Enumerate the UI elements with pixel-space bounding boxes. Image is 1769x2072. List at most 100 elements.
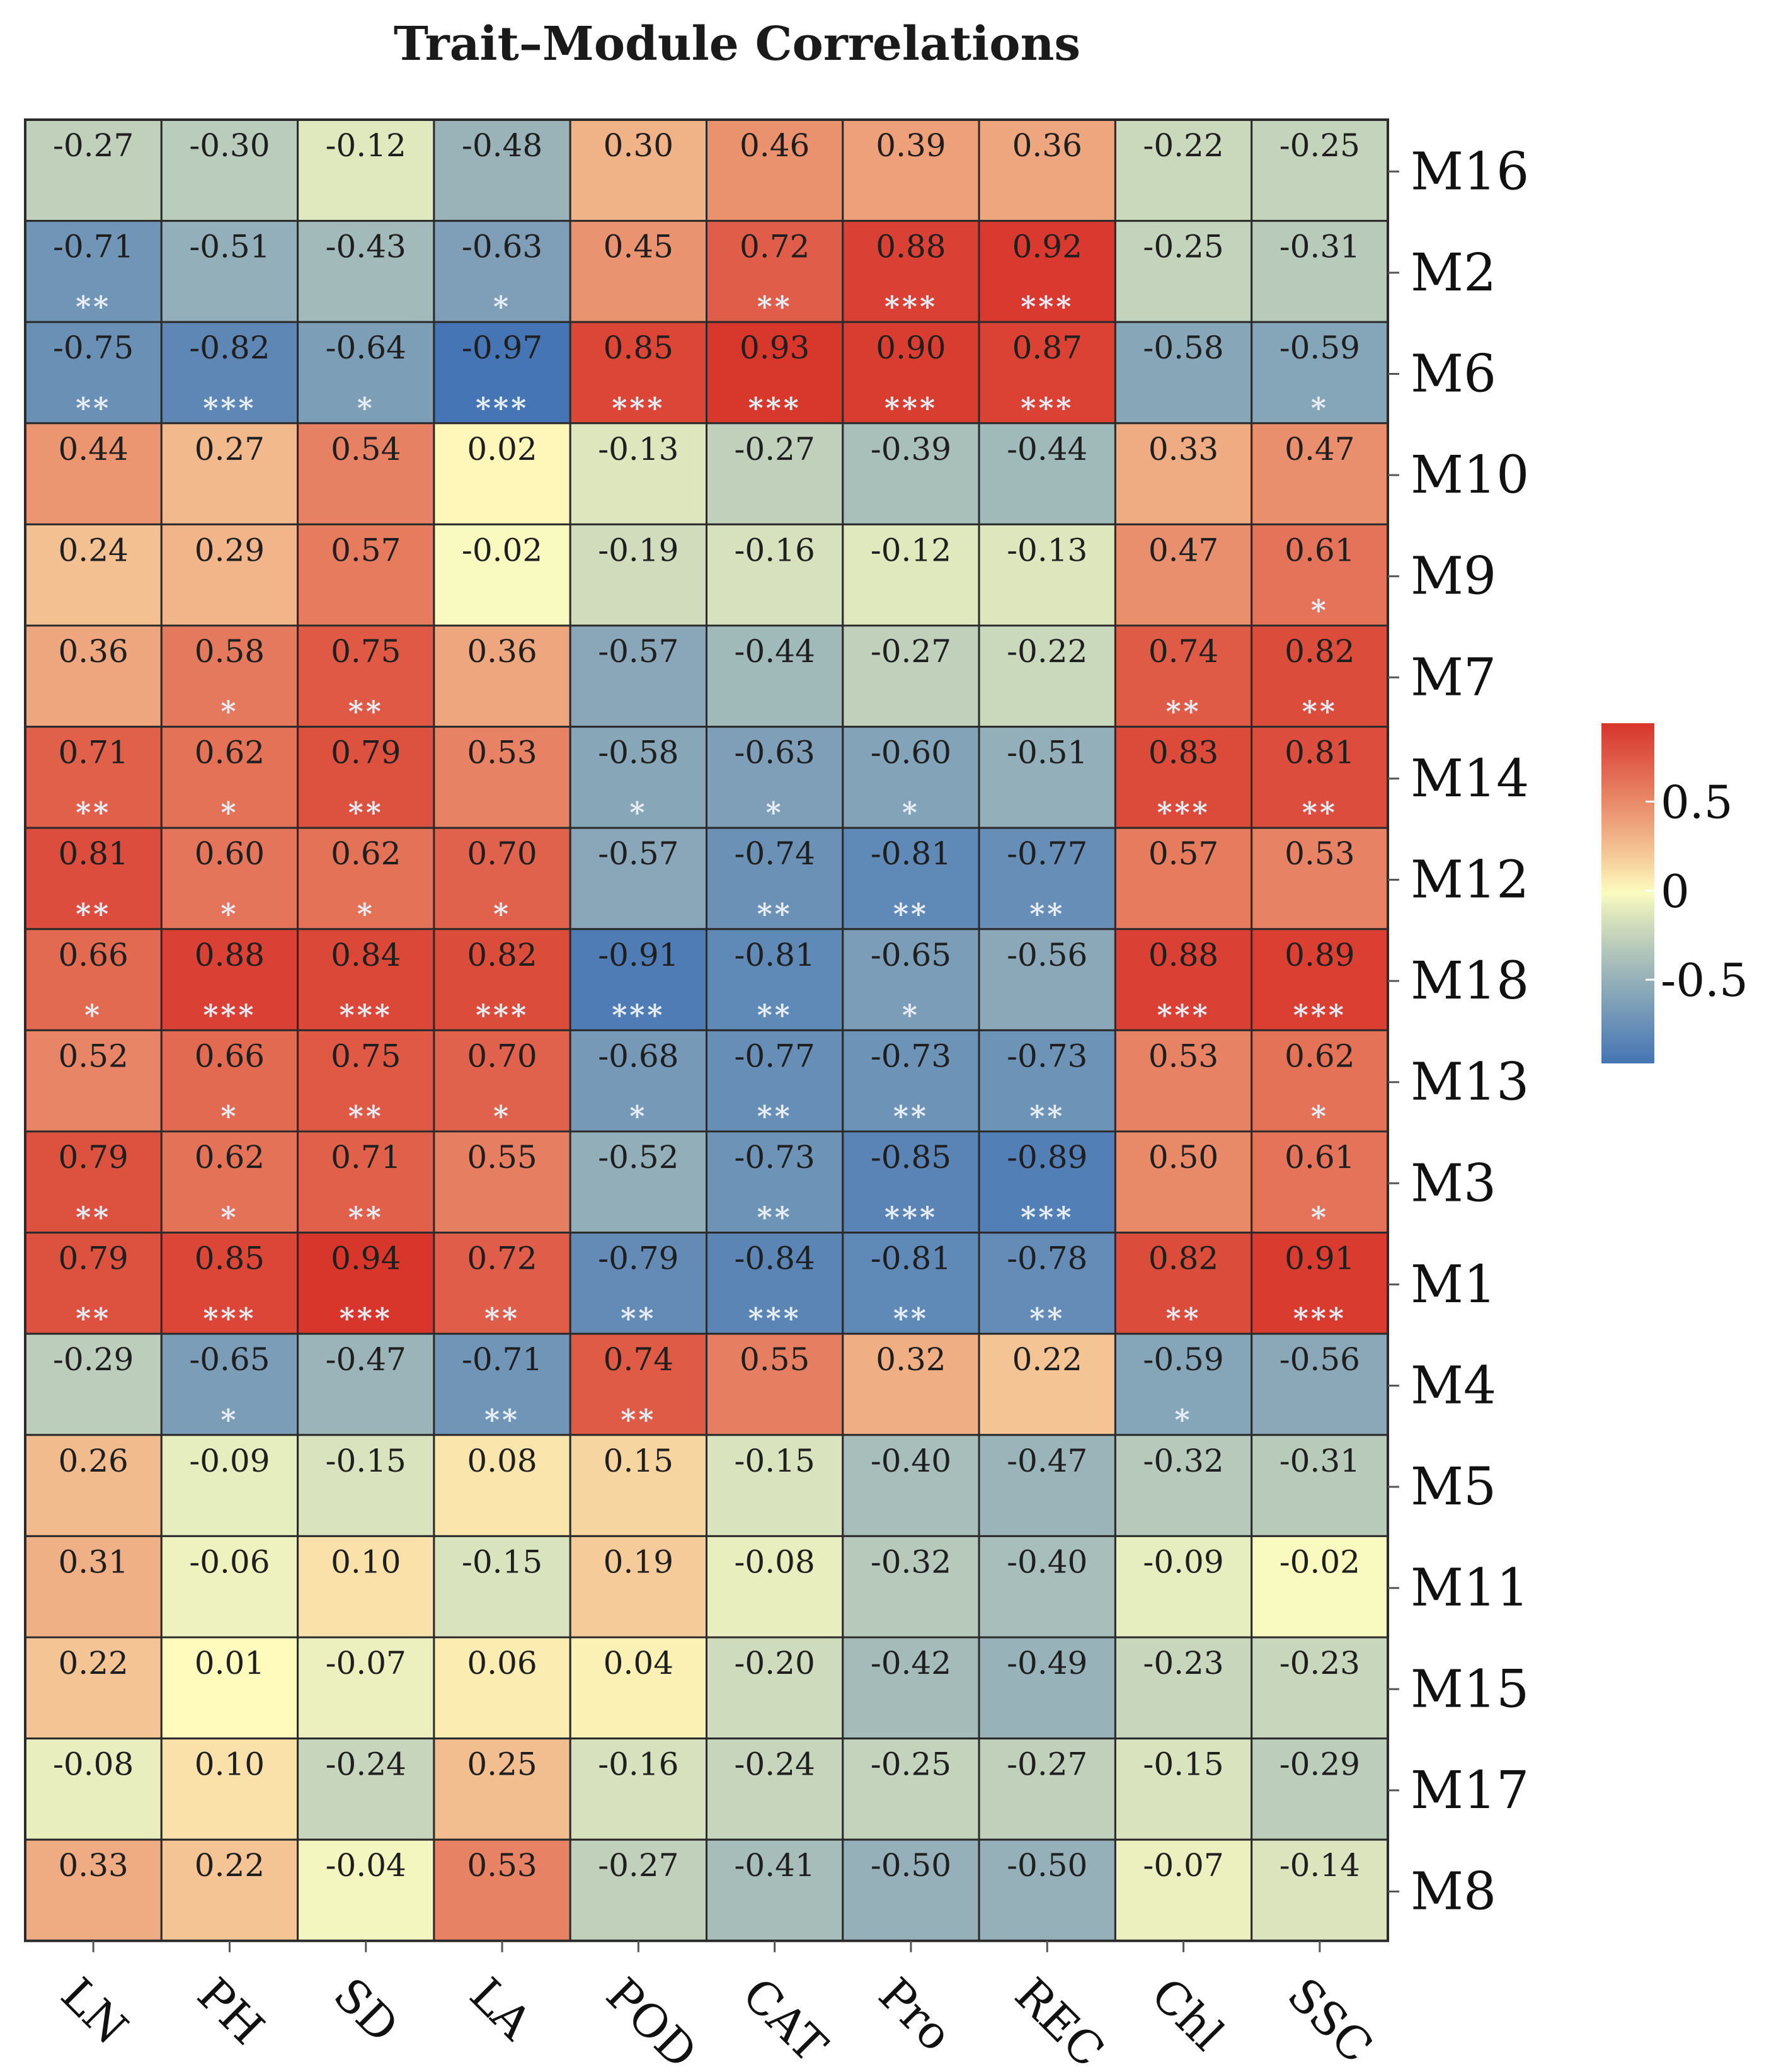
heatmap-cell (297, 1232, 435, 1335)
heatmap-cell (706, 118, 844, 222)
cell-value-label: 0.91 (1285, 1240, 1354, 1277)
cell-value-label: -0.56 (1007, 937, 1087, 973)
heatmap-cell (1114, 1535, 1253, 1639)
heatmap-cell (842, 1029, 980, 1133)
significance-stars: ** (621, 1403, 656, 1437)
significance-stars: *** (884, 290, 937, 324)
heatmap-cell (24, 321, 163, 425)
significance-stars: ** (757, 1099, 793, 1133)
cell-value-label: 0.70 (467, 1038, 537, 1074)
cell-value-label: 0.81 (58, 835, 128, 872)
heatmap-cell (706, 624, 844, 728)
significance-stars: *** (476, 391, 529, 425)
significance-stars: ** (757, 290, 793, 324)
cell-value-label: 0.74 (1148, 633, 1218, 670)
cell-value-label: -0.07 (1143, 1847, 1223, 1884)
heatmap-cell (1251, 523, 1389, 627)
cell-value-label: -0.58 (1143, 329, 1223, 366)
row-label: M11 (1411, 1559, 1529, 1618)
significance-stars: *** (340, 998, 392, 1032)
significance-stars: *** (884, 1201, 937, 1235)
cell-value-label: 0.33 (1148, 431, 1218, 467)
heatmap-cell (842, 827, 980, 930)
cell-value-label: -0.27 (53, 127, 134, 164)
cell-value-label: -0.39 (871, 431, 951, 467)
heatmap-cell (706, 1232, 844, 1335)
cell-value-label: -0.59 (1143, 1341, 1223, 1378)
heatmap-cell (1114, 1838, 1253, 1942)
cell-value-label: -0.47 (326, 1341, 406, 1378)
significance-stars: *** (203, 1302, 256, 1336)
heatmap-cell (842, 422, 980, 525)
cell-value-label: 0.79 (58, 1240, 128, 1277)
cell-value-label: 0.83 (1148, 735, 1218, 771)
cell-value-label: -0.57 (598, 835, 678, 872)
heatmap-cell (1114, 827, 1253, 930)
significance-stars: *** (203, 391, 256, 425)
heatmap-cell (569, 1232, 708, 1335)
cell-value-label: 0.58 (195, 633, 265, 670)
heatmap-cell (569, 624, 708, 728)
heatmap-cell (297, 321, 435, 425)
cell-value-label: -0.64 (326, 329, 406, 366)
heatmap-cell (433, 726, 571, 829)
cell-value-label: -0.59 (1280, 329, 1360, 366)
heatmap-cell (24, 1636, 163, 1740)
cell-value-label: 0.66 (58, 937, 128, 973)
heatmap-cell (433, 624, 571, 728)
cell-value-label: 0.50 (1148, 1139, 1218, 1176)
cell-value-label: 0.87 (1012, 329, 1082, 366)
cell-value-label: -0.13 (1007, 532, 1087, 568)
heatmap-cell (569, 1130, 708, 1234)
heatmap-cell (433, 928, 571, 1031)
significance-stars: *** (884, 391, 937, 425)
heatmap-cell (433, 1130, 571, 1234)
cell-value-label: 0.62 (1285, 1038, 1354, 1074)
significance-stars: ** (484, 1403, 520, 1437)
colorbar-tick-label: 0 (1661, 865, 1690, 918)
column-label: SSC (1278, 1967, 1383, 2069)
cell-value-label: 0.82 (1148, 1240, 1218, 1277)
significance-stars: ** (1165, 695, 1201, 729)
cell-value-label: 0.71 (58, 735, 128, 771)
cell-value-label: -0.25 (1143, 229, 1223, 265)
cell-value-label: -0.08 (53, 1746, 134, 1783)
cell-value-label: 0.19 (604, 1543, 673, 1580)
heatmap-cell (24, 1029, 163, 1133)
column-label: Chl (1142, 1967, 1234, 2060)
significance-stars: *** (1021, 290, 1073, 324)
significance-stars: * (902, 796, 920, 830)
heatmap-cell (297, 1130, 435, 1234)
significance-stars: *** (340, 1302, 392, 1336)
heatmap-cell (433, 1737, 571, 1841)
cell-value-label: -0.13 (598, 431, 678, 467)
significance-stars: ** (757, 998, 793, 1032)
heatmap-cell (160, 827, 299, 930)
heatmap-cell (842, 1130, 980, 1234)
heatmap-cell (1251, 1332, 1389, 1436)
cell-value-label: 0.08 (467, 1443, 537, 1479)
heatmap-cell (24, 726, 163, 829)
heatmap-cell (706, 220, 844, 323)
heatmap-cell (1114, 1332, 1253, 1436)
heatmap-cell (297, 523, 435, 627)
cell-value-label: 0.25 (467, 1746, 537, 1783)
heatmap-cell (297, 1332, 435, 1436)
cell-value-label: 0.79 (58, 1139, 128, 1176)
significance-stars: ** (348, 1099, 384, 1133)
cell-value-label: 0.31 (58, 1543, 128, 1580)
heatmap-cell (297, 1737, 435, 1841)
cell-value-label: -0.71 (462, 1341, 542, 1378)
cell-value-label: 0.22 (1012, 1341, 1082, 1378)
cell-value-label: 0.52 (58, 1038, 128, 1074)
heatmap-cell (1251, 422, 1389, 525)
heatmap-cell (706, 1029, 844, 1133)
cell-value-label: -0.81 (871, 835, 951, 872)
row-label: M14 (1411, 749, 1529, 809)
cell-value-label: 0.62 (331, 835, 401, 872)
cell-value-label: -0.09 (189, 1443, 270, 1479)
cell-value-label: -0.29 (53, 1341, 134, 1378)
heatmap-cell (1251, 1232, 1389, 1335)
heatmap-cell (1251, 1029, 1389, 1133)
significance-stars: ** (76, 796, 111, 830)
